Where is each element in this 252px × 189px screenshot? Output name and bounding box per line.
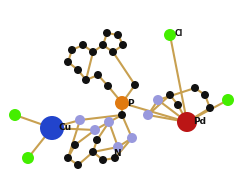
- Circle shape: [142, 110, 152, 120]
- Circle shape: [68, 46, 76, 54]
- Circle shape: [205, 104, 213, 112]
- Circle shape: [115, 96, 129, 110]
- Circle shape: [64, 58, 72, 66]
- Circle shape: [113, 142, 122, 152]
- Circle shape: [173, 101, 181, 109]
- Circle shape: [104, 117, 114, 127]
- Circle shape: [64, 154, 72, 162]
- Circle shape: [89, 48, 97, 56]
- Circle shape: [127, 133, 137, 143]
- Circle shape: [117, 111, 125, 119]
- Circle shape: [90, 125, 100, 135]
- Circle shape: [114, 31, 121, 39]
- Circle shape: [221, 94, 233, 106]
- Circle shape: [9, 109, 21, 121]
- Circle shape: [22, 152, 34, 164]
- Circle shape: [82, 76, 90, 84]
- Text: P: P: [127, 98, 133, 108]
- Text: Cl: Cl: [174, 29, 182, 37]
- Circle shape: [190, 84, 198, 92]
- Circle shape: [74, 66, 82, 74]
- Circle shape: [89, 148, 97, 156]
- Circle shape: [103, 29, 111, 37]
- Circle shape: [104, 82, 112, 90]
- Circle shape: [99, 156, 107, 164]
- Circle shape: [163, 29, 175, 41]
- Circle shape: [131, 81, 138, 89]
- Circle shape: [111, 154, 118, 162]
- Circle shape: [176, 112, 196, 132]
- Text: N: N: [113, 149, 120, 157]
- Circle shape: [40, 116, 64, 140]
- Circle shape: [79, 41, 87, 49]
- Text: Cu: Cu: [59, 123, 72, 132]
- Circle shape: [200, 91, 208, 99]
- Circle shape: [93, 136, 101, 144]
- Circle shape: [75, 115, 85, 125]
- Circle shape: [99, 41, 107, 49]
- Circle shape: [74, 161, 82, 169]
- Circle shape: [152, 95, 162, 105]
- Circle shape: [94, 71, 102, 79]
- Circle shape: [109, 48, 116, 56]
- Text: Pd: Pd: [192, 118, 205, 126]
- Circle shape: [118, 41, 127, 49]
- Circle shape: [71, 141, 79, 149]
- Circle shape: [165, 91, 173, 99]
